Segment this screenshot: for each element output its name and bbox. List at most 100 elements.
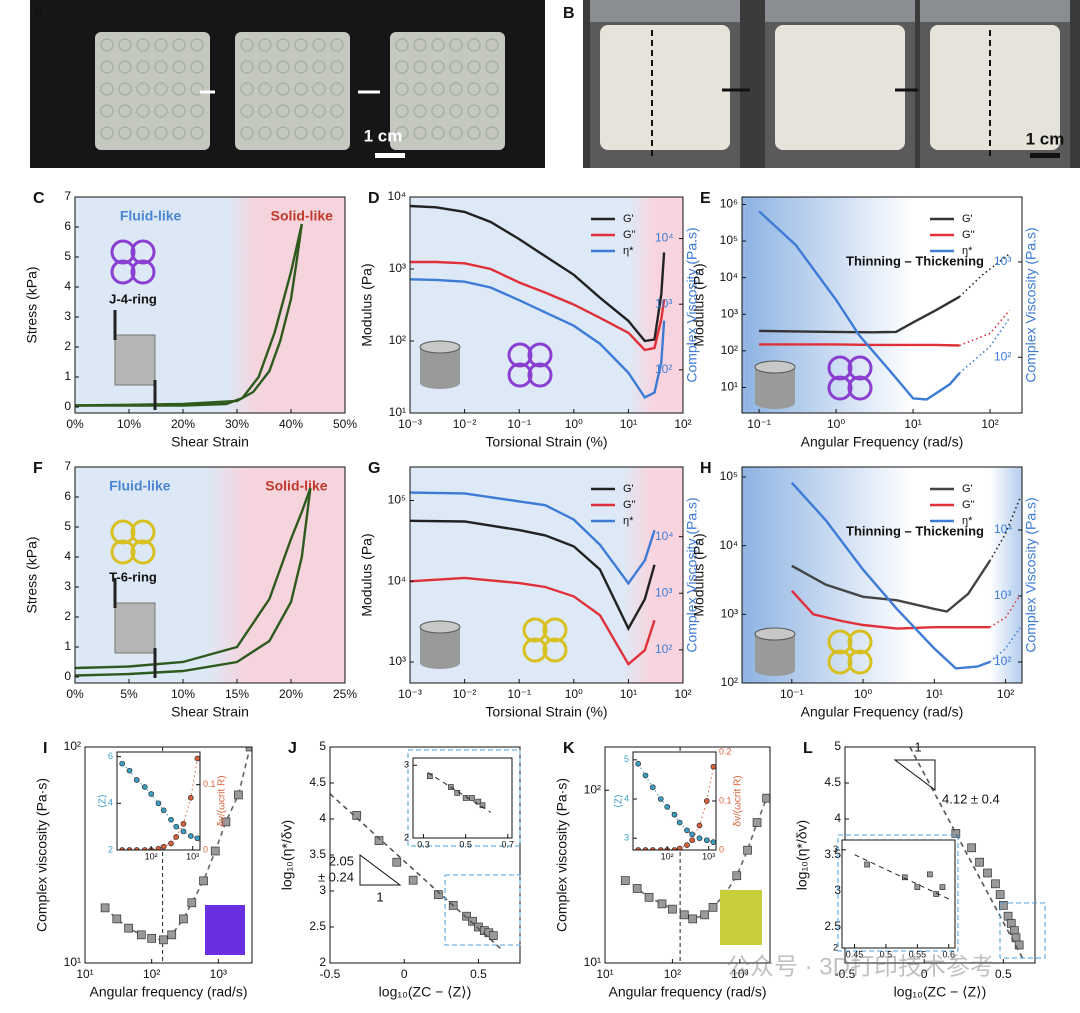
ring-icon: [847, 629, 873, 655]
lattice-cell: [449, 38, 463, 52]
lattice-cell: [258, 104, 272, 118]
y-tick-label: 7: [64, 189, 71, 203]
lattice-cell: [312, 60, 326, 74]
y-tick-label: 10⁶: [720, 197, 738, 211]
series-line: [790, 481, 991, 670]
y-tick-label: 2: [404, 832, 409, 842]
x-tick-label: 0.5: [880, 949, 893, 959]
zoom-box: [999, 902, 1046, 959]
y-tick-label: 4: [834, 811, 841, 825]
region-label: Fluid-like: [109, 478, 171, 494]
x-tick-label: -0.5: [320, 967, 341, 981]
structure-icon: [205, 905, 245, 955]
marker: [147, 934, 157, 943]
x-tick-label: 10⁻¹: [747, 417, 771, 431]
x-tick-label: 10¹: [596, 967, 613, 981]
lattice-cell: [467, 104, 481, 118]
series-line: [75, 487, 312, 670]
y-tick-label: 10⁵: [388, 493, 406, 507]
legend-label: G': [962, 483, 973, 495]
x-tick-label: 30%: [225, 417, 249, 431]
y-tick-label: 10⁴: [719, 538, 738, 552]
lattice-cell: [190, 126, 204, 140]
y2-axis-label: Complex Viscosity (Pa.s): [1023, 497, 1039, 652]
x-tick-label: 10¹: [926, 687, 943, 701]
x-tick-label: 10%: [171, 687, 195, 701]
lattice-cell: [467, 126, 481, 140]
series-line: [410, 278, 666, 399]
marker: [657, 847, 664, 850]
lattice-cell: [172, 126, 186, 140]
lattice-cell: [294, 60, 308, 74]
plot-frame: [409, 466, 684, 684]
x-axis-label: log₁₀(ZC − ⟨Z⟩): [379, 984, 472, 1000]
panel-label: C: [33, 190, 45, 207]
x-tick-label: 10⁻¹: [780, 687, 804, 701]
marker: [434, 890, 443, 899]
marker: [703, 837, 710, 844]
lattice-cell: [294, 104, 308, 118]
legend-label: η*: [623, 515, 634, 527]
series-group: [909, 747, 1025, 962]
marker: [710, 763, 716, 770]
y-tick-label: 1: [64, 639, 71, 653]
x-tick-label: 0: [921, 967, 928, 981]
cylinder-icon: [754, 627, 796, 641]
slope-triangle: [893, 759, 936, 791]
marker: [975, 857, 984, 867]
lattice-cell: [118, 126, 132, 140]
x-tick-label: 10¹: [76, 967, 93, 981]
region: [913, 197, 1022, 413]
marker: [160, 807, 167, 814]
series-line: [958, 253, 1011, 298]
y2-tick-label: 10⁴: [655, 231, 674, 245]
watermark: 公众号 · 3D打印技术参考: [726, 953, 994, 980]
ring-icon: [110, 259, 136, 285]
marker: [141, 784, 148, 790]
ring-icon: [847, 375, 873, 401]
marker: [696, 822, 703, 829]
region-label: Fluid-like: [120, 208, 182, 224]
x-tick-label: 0.5: [995, 967, 1012, 981]
y2-tick-label: 10³: [994, 254, 1011, 268]
lattice-cell: [485, 126, 499, 140]
plot-frame: [604, 746, 771, 964]
marker: [998, 901, 1008, 910]
ring-icon: [130, 239, 156, 265]
lattice-cell: [449, 82, 463, 96]
marker: [689, 831, 696, 838]
chart: Fluid-like Solid-like 0% 5% 10% 15% 20% 25% 0 1 2 3…: [24, 459, 358, 720]
x-tick-label: 10⁰: [854, 687, 872, 701]
x-tick-label: 10²: [143, 967, 160, 981]
lattice-cell: [276, 104, 290, 118]
x-tick-label: 40%: [279, 417, 303, 431]
legend-label: G'': [623, 499, 636, 511]
marker: [124, 923, 133, 933]
y-tick-label: 2: [64, 609, 71, 623]
marker: [168, 816, 174, 823]
chart: 10² 10³ 2 4 6 0 0.1 ⟨Z⟩ δv/(ωcrit R): [98, 751, 228, 861]
y-tick-label: 4.5: [824, 775, 841, 789]
lattice-cell: [294, 82, 308, 96]
lattice-cell: [485, 104, 499, 118]
y-tick-label: 10³: [389, 261, 406, 275]
lattice-cell: [395, 126, 409, 140]
x-tick-label: 10⁻¹: [507, 417, 531, 431]
x-axis-label: Angular Frequency (rad/s): [801, 434, 964, 450]
lattice-cell: [154, 126, 168, 140]
plot-frame: [741, 196, 1023, 414]
marker: [732, 871, 742, 881]
marker: [173, 834, 180, 840]
cylinder-icon: [754, 360, 796, 374]
x-tick-label: 0.6: [942, 949, 955, 959]
marker: [454, 790, 461, 796]
marker: [995, 890, 1005, 899]
region: [650, 467, 683, 683]
marker: [689, 837, 696, 844]
series-group: [790, 481, 1021, 670]
plot-frame: [116, 751, 201, 851]
marker: [469, 795, 475, 801]
marker: [392, 857, 402, 867]
region-label: Solid-like: [271, 208, 333, 224]
